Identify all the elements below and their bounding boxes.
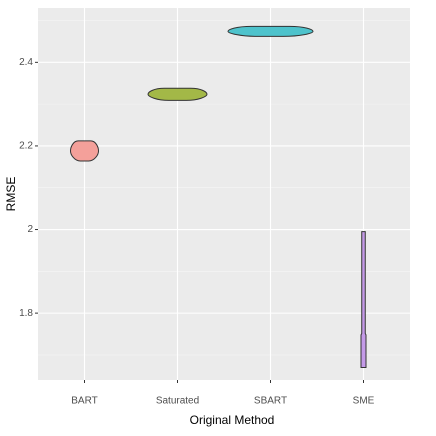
x-tick-label: SME [353, 396, 375, 407]
y-tick-label: 1.8 [19, 308, 33, 319]
y-axis-title: RMSE [4, 177, 18, 212]
x-axis-title: Original Method [190, 413, 275, 427]
x-tick-label: Saturated [156, 396, 199, 407]
x-tick-label: SBART [254, 396, 287, 407]
violin [147, 87, 208, 101]
y-tick-label: 2 [27, 224, 33, 235]
panel [38, 8, 410, 380]
y-tick-label: 2.2 [19, 141, 33, 152]
violin [227, 25, 314, 37]
violin [69, 140, 100, 162]
violin [360, 231, 367, 368]
x-tick-label: BART [71, 396, 98, 407]
y-tick-label: 2.4 [19, 57, 33, 68]
